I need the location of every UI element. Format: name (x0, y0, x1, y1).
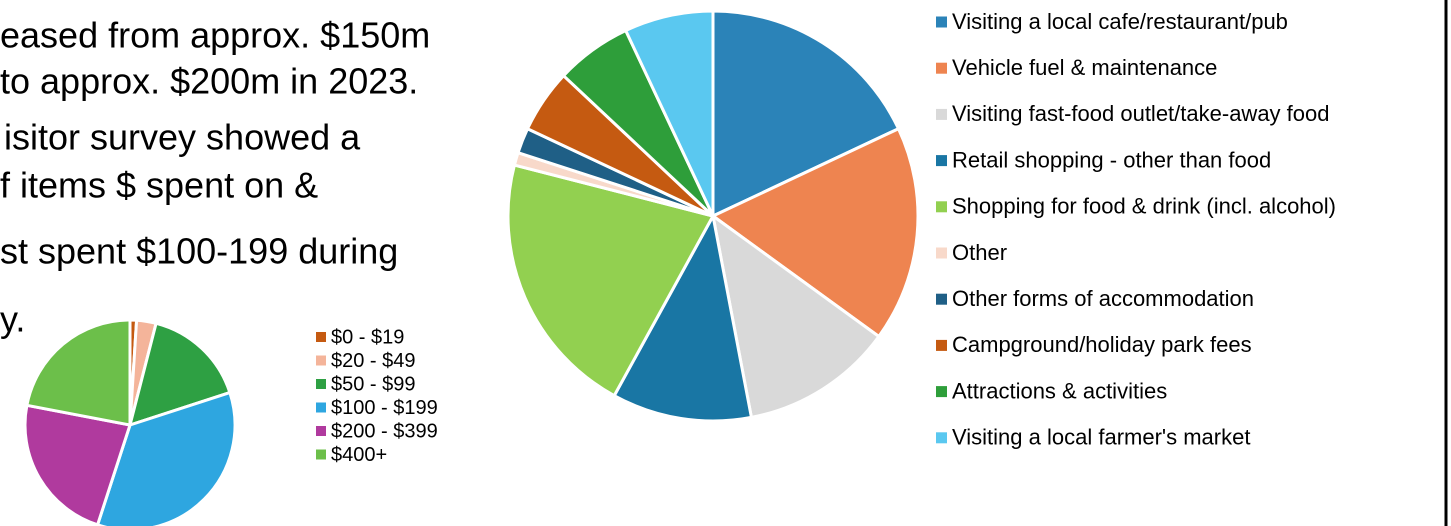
legend-swatch (316, 332, 326, 342)
legend-swatch (936, 62, 947, 74)
pie-slice (96, 391, 237, 526)
body-text: to approx. $200m in 2023. (0, 61, 418, 102)
pie-slice (711, 9, 900, 218)
legend-label: Visiting a local cafe/restaurant/pub (952, 9, 1288, 34)
legend-swatch (936, 108, 947, 120)
legend-swatch (316, 449, 326, 460)
legend-label: Campground/holiday park fees (952, 332, 1252, 357)
legend-swatch (316, 426, 326, 436)
pie-slice (25, 318, 132, 427)
body-text: st spent $100-199 during (0, 231, 398, 272)
legend-label: Other forms of accommodation (952, 286, 1254, 311)
legend-label: $20 - $49 (331, 350, 416, 372)
legend-swatch (316, 402, 326, 413)
legend-label: $100 - $199 (331, 397, 438, 419)
legend-swatch (936, 155, 947, 167)
legend-swatch (936, 293, 947, 305)
legend-label: Attractions & activities (952, 378, 1167, 403)
legend-swatch (936, 432, 947, 444)
legend-label: $200 - $399 (331, 420, 438, 442)
legend-swatch (936, 16, 947, 28)
legend-swatch (936, 247, 947, 259)
pie-slice (711, 214, 881, 419)
legend-swatch (936, 386, 947, 398)
body-text: y. (0, 299, 25, 340)
legend-swatch (936, 339, 947, 351)
body-text: f items $ spent on & (0, 165, 318, 206)
pie-slice (23, 403, 132, 526)
legend-label: Shopping for food & drink (incl. alcohol… (952, 194, 1336, 219)
body-text: isitor survey showed a (4, 117, 361, 158)
legend-label: Retail shopping - other than food (952, 147, 1271, 172)
legend-label: Visiting fast-food outlet/take-away food (952, 101, 1329, 126)
pie-slice (624, 9, 715, 218)
legend-label: $0 - $19 (331, 326, 404, 348)
legend-swatch (316, 379, 326, 389)
legend-label: Visiting a local farmer's market (952, 425, 1250, 450)
legend-label: Other (952, 240, 1007, 265)
pie-slice (711, 127, 920, 338)
legend-label: Vehicle fuel & maintenance (952, 55, 1217, 80)
pie-slice (506, 163, 715, 398)
pie-slice (612, 214, 753, 423)
legend-swatch (936, 201, 947, 213)
legend-swatch (316, 355, 326, 366)
legend-label: $400+ (331, 444, 387, 466)
legend-label: $50 - $99 (331, 373, 416, 395)
body-text: eased from approx. $150m (0, 15, 430, 56)
